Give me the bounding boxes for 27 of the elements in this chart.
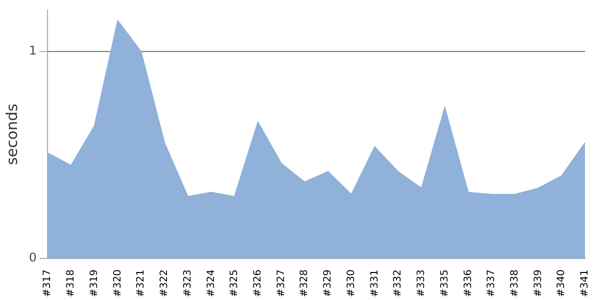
x-tick-label: #327 — [276, 270, 287, 298]
x-tick-label: #318 — [66, 270, 77, 298]
x-tick-label: #339 — [532, 270, 544, 298]
x-tick-label: #332 — [392, 270, 404, 298]
y-axis-title: seconds — [2, 104, 21, 166]
x-tick-label: #322 — [159, 270, 170, 298]
x-tick-label: #330 — [346, 270, 357, 298]
y-tick-label: 1 — [28, 44, 37, 58]
x-tick-label: #341 — [580, 270, 591, 298]
x-tick-label: #331 — [369, 270, 380, 298]
x-tick-label: #328 — [299, 270, 310, 298]
x-tick-label: #336 — [462, 270, 474, 298]
x-tick-label: #335 — [439, 270, 450, 298]
x-tick-label: #333 — [416, 270, 428, 298]
x-tick-label: #323 — [182, 270, 194, 298]
x-tick-label: #324 — [206, 270, 217, 298]
y-tick-label: 0 — [28, 250, 37, 265]
x-tick-label: #340 — [556, 270, 568, 298]
x-tick-label: #329 — [322, 270, 334, 298]
x-tick-label: #337 — [486, 270, 498, 298]
x-tick-label: #319 — [88, 270, 100, 298]
x-tick-label: #320 — [112, 270, 124, 298]
x-tick-label: #317 — [42, 270, 54, 298]
x-tick-label: #338 — [510, 270, 521, 298]
x-tick-label: #321 — [136, 270, 147, 298]
x-tick-label: #325 — [229, 270, 240, 298]
x-tick-label: #326 — [252, 270, 264, 298]
